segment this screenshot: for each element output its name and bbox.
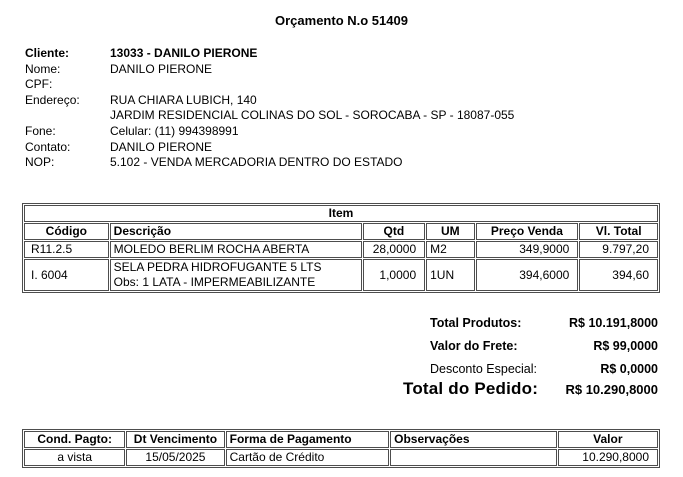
desconto-especial-value: R$ 0,0000 xyxy=(600,362,658,376)
item-descricao: SELA PEDRA HIDROFUGANTE 5 LTS Obs: 1 LAT… xyxy=(109,259,362,291)
payment-obs xyxy=(390,449,557,466)
cliente-label: Cliente: xyxy=(25,46,70,60)
valor-frete-value: R$ 99,0000 xyxy=(593,339,658,353)
client-row-cpf: CPF: xyxy=(25,77,514,93)
item-table: Item Código Descrição Qtd UM Preço Venda… xyxy=(22,203,660,293)
payment-table: Cond. Pagto: Dt Vencimento Forma de Paga… xyxy=(22,429,660,468)
client-row-cliente: Cliente: 13033 - DANILO PIERONE xyxy=(25,46,514,62)
item-preco: 394,6000 xyxy=(475,259,579,291)
client-row-contato: Contato: DANILO PIERONE xyxy=(25,140,514,156)
totals-block: Total Produtos: R$ 10.191,8000 Valor do … xyxy=(430,316,658,385)
payment-row: a vista 15/05/2025 Cartão de Crédito 10.… xyxy=(24,449,658,466)
page-title: Orçamento N.o 51409 xyxy=(275,13,408,28)
col-header-qtd: Qtd xyxy=(362,223,426,240)
endereco-label-spacer xyxy=(25,108,110,124)
cliente-value: 13033 - DANILO PIERONE xyxy=(110,46,258,60)
grand-total-row: Total do Pedido: R$ 10.290,8000 xyxy=(403,379,658,399)
item-descricao: MOLEDO BERLIM ROCHA ABERTA xyxy=(109,241,362,258)
item-total: 9.797,20 xyxy=(579,241,658,258)
payment-vencimento: 15/05/2025 xyxy=(126,449,225,466)
col-header-valor: Valor xyxy=(557,431,658,448)
nop-value: 5.102 - VENDA MERCADORIA DENTRO DO ESTAD… xyxy=(110,155,403,170)
item-row: R11.2.5 MOLEDO BERLIM ROCHA ABERTA 28,00… xyxy=(24,241,658,258)
col-header-forma-pagamento: Forma de Pagamento xyxy=(225,431,390,448)
item-row: I. 6004 SELA PEDRA HIDROFUGANTE 5 LTS Ob… xyxy=(24,259,658,291)
valor-frete-label: Valor do Frete: xyxy=(430,339,518,353)
col-header-observacoes: Observações xyxy=(390,431,557,448)
col-header-um: UM xyxy=(426,223,475,240)
item-descricao-line: SELA PEDRA HIDROFUGANTE 5 LTS xyxy=(113,260,322,274)
total-produtos-label: Total Produtos: xyxy=(430,316,522,330)
payment-forma: Cartão de Crédito xyxy=(225,449,390,466)
nome-label: Nome: xyxy=(25,61,61,76)
client-row-nome: Nome: DANILO PIERONE xyxy=(25,62,514,78)
client-row-nop: NOP: 5.102 - VENDA MERCADORIA DENTRO DO … xyxy=(25,155,514,171)
item-total: 394,60 xyxy=(579,259,658,291)
item-table-header-row: Código Descrição Qtd UM Preço Venda Vl. … xyxy=(24,223,658,240)
col-header-codigo: Código xyxy=(24,223,109,240)
fone-value: Celular: (11) 994398991 xyxy=(110,123,239,138)
endereco-value-line1: RUA CHIARA LUBICH, 140 xyxy=(110,92,257,107)
desconto-especial-row: Desconto Especial: R$ 0,0000 xyxy=(430,362,658,376)
total-produtos-row: Total Produtos: R$ 10.191,8000 xyxy=(430,316,658,330)
nome-value: DANILO PIERONE xyxy=(110,61,213,76)
payment-cond: a vista xyxy=(24,449,126,466)
client-row-endereco: Endereço: RUA CHIARA LUBICH, 140 xyxy=(25,93,514,109)
client-row-endereco-2: JARDIM RESIDENCIAL COLINAS DO SOL - SORO… xyxy=(25,108,514,124)
payment-table-header-row: Cond. Pagto: Dt Vencimento Forma de Paga… xyxy=(24,431,658,448)
client-info: Cliente: 13033 - DANILO PIERONE Nome: DA… xyxy=(25,46,514,171)
endereco-value-line2: JARDIM RESIDENCIAL COLINAS DO SOL - SORO… xyxy=(110,108,515,123)
col-header-cond-pagto: Cond. Pagto: xyxy=(24,431,126,448)
desconto-especial-label: Desconto Especial: xyxy=(430,362,538,376)
contato-label: Contato: xyxy=(25,139,71,154)
item-codigo: I. 6004 xyxy=(24,259,109,291)
grand-total-label: Total do Pedido: xyxy=(403,379,539,398)
col-header-preco: Preço Venda xyxy=(475,223,579,240)
item-um: 1UN xyxy=(426,259,475,291)
grand-total-value: R$ 10.290,8000 xyxy=(565,382,658,397)
contato-value: DANILO PIERONE xyxy=(110,139,213,154)
client-row-fone: Fone: Celular: (11) 994398991 xyxy=(25,124,514,140)
item-table-caption: Item xyxy=(24,205,658,222)
item-um: M2 xyxy=(426,241,475,258)
payment-valor: 10.290,8000 xyxy=(557,449,658,466)
col-header-total: Vl. Total xyxy=(579,223,658,240)
item-qtd: 1,0000 xyxy=(362,259,426,291)
cpf-label: CPF: xyxy=(25,77,53,92)
nop-label: NOP: xyxy=(25,155,55,170)
total-produtos-value: R$ 10.191,8000 xyxy=(569,316,658,330)
item-codigo: R11.2.5 xyxy=(24,241,109,258)
endereco-label: Endereço: xyxy=(25,92,80,107)
item-obs-line: Obs: 1 LATA - IMPERMEABILIZANTE xyxy=(113,275,316,289)
item-table-caption-row: Item xyxy=(24,205,658,222)
item-qtd: 28,0000 xyxy=(362,241,426,258)
col-header-dt-vencimento: Dt Vencimento xyxy=(126,431,225,448)
fone-label: Fone: xyxy=(25,123,56,138)
item-preco: 349,9000 xyxy=(475,241,579,258)
col-header-descricao: Descrição xyxy=(109,223,362,240)
valor-frete-row: Valor do Frete: R$ 99,0000 xyxy=(430,339,658,353)
